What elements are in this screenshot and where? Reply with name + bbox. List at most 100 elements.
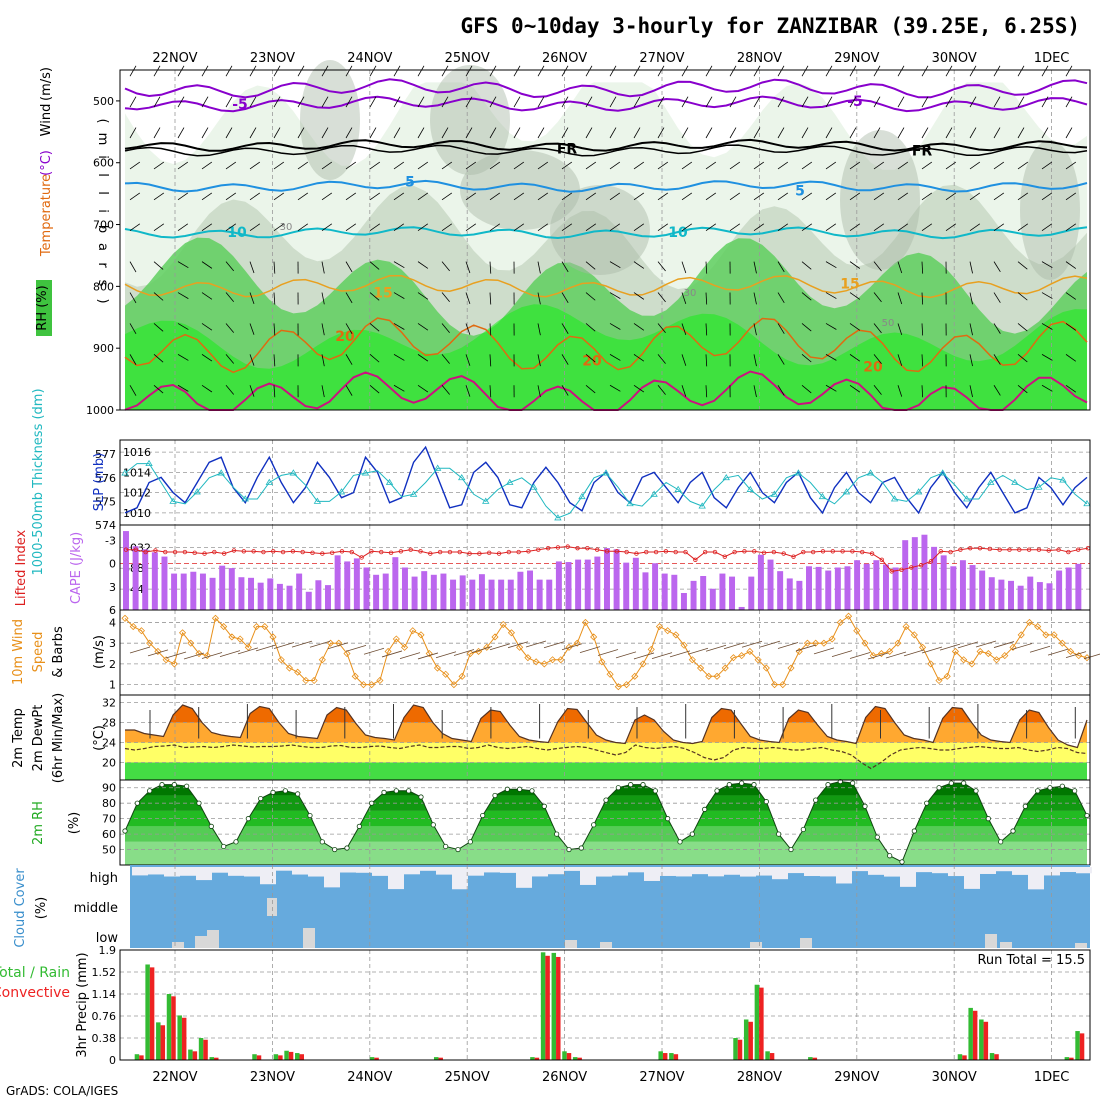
rh-tick-label: 50 bbox=[102, 844, 116, 857]
wind-speed-point bbox=[614, 683, 622, 691]
cloud-high-gap bbox=[1060, 867, 1076, 873]
wind-barb bbox=[1065, 96, 1073, 108]
wind-barb bbox=[249, 127, 257, 139]
wind-barb bbox=[321, 292, 325, 305]
wind-barb bbox=[873, 127, 881, 139]
rh-point bbox=[702, 806, 708, 812]
wind-speed-point bbox=[803, 639, 812, 647]
rh-contour-label: 30 bbox=[684, 288, 697, 299]
date-label-top: 22NOV bbox=[152, 51, 197, 66]
wind-barb bbox=[897, 127, 905, 139]
rh-point bbox=[134, 800, 140, 806]
cloud-high-gap bbox=[548, 867, 564, 875]
wind-barb bbox=[945, 65, 953, 77]
lifted-index-point bbox=[1017, 547, 1022, 552]
wind-speed-point bbox=[1058, 639, 1066, 647]
wind-barb bbox=[249, 161, 261, 170]
cape-bar bbox=[123, 531, 129, 610]
cape-bar bbox=[363, 567, 370, 610]
precip-total-bar bbox=[733, 1038, 738, 1060]
temp-band-fill bbox=[125, 742, 1087, 763]
precip-total-bar bbox=[658, 1051, 663, 1060]
wind-barb bbox=[921, 65, 929, 77]
wind-barb bbox=[921, 161, 933, 170]
thickness-tick-label: 576 bbox=[95, 472, 116, 485]
wind-barb bbox=[537, 65, 545, 77]
cloud-high-gap bbox=[196, 867, 212, 881]
thickness-point bbox=[963, 495, 971, 502]
rh-point bbox=[258, 795, 264, 802]
cape-bar bbox=[248, 577, 255, 610]
precip-panel-frame bbox=[119, 949, 1091, 1061]
wind-barb bbox=[465, 385, 471, 397]
wind-barb bbox=[489, 96, 497, 108]
wind-barb-10m bbox=[345, 644, 367, 652]
cloud-low-bar bbox=[303, 928, 315, 948]
lifted-index-point bbox=[221, 551, 227, 556]
precip-convective-bar bbox=[171, 996, 176, 1060]
wind-barb bbox=[321, 261, 325, 274]
wind-speed-point bbox=[1025, 618, 1034, 627]
rh-point bbox=[813, 797, 819, 803]
y-axis-label-char: ( bbox=[95, 118, 110, 123]
wind-barb bbox=[705, 385, 708, 398]
cape-bar bbox=[296, 573, 303, 610]
rh-point bbox=[850, 780, 856, 786]
wind-barb bbox=[1041, 96, 1049, 108]
legend-wind: Wind bbox=[39, 104, 54, 137]
wind-barb bbox=[489, 161, 501, 170]
cape-bar bbox=[1008, 580, 1015, 610]
rh-point bbox=[406, 788, 412, 794]
cloud-low-bar bbox=[800, 938, 812, 948]
wind-barb bbox=[561, 261, 569, 273]
wind-barb-10m bbox=[687, 647, 709, 655]
wind-barb bbox=[873, 323, 882, 334]
wind-barb bbox=[969, 292, 973, 305]
wind-barb bbox=[369, 96, 377, 108]
wind-speed-point bbox=[573, 639, 581, 647]
wind-barb bbox=[297, 223, 309, 232]
wind-barb bbox=[801, 161, 813, 170]
cloud-high-gap bbox=[820, 867, 836, 877]
wind-barb bbox=[297, 96, 305, 108]
lifted-index-point bbox=[555, 545, 561, 550]
wind-speed-point bbox=[754, 656, 762, 664]
wind-speed-point bbox=[252, 623, 261, 631]
cloud-level-label: low bbox=[96, 931, 119, 946]
wind-barb bbox=[873, 385, 882, 395]
wind-barb bbox=[729, 161, 741, 170]
rh-contour-label: 30 bbox=[280, 222, 293, 233]
wind-barb bbox=[201, 261, 213, 269]
wind-barb bbox=[441, 292, 450, 303]
precip-convective-bar bbox=[748, 1021, 753, 1060]
wind-barb bbox=[177, 65, 185, 77]
wind-speed-point bbox=[1017, 631, 1025, 639]
thickness-axis-label: 1000-500mb Thickness (dm) bbox=[31, 388, 46, 575]
wind-barb bbox=[393, 261, 405, 269]
date-label-top: 1DEC bbox=[1034, 51, 1070, 66]
thickness-point bbox=[145, 459, 153, 467]
lifted-index-point bbox=[133, 547, 139, 552]
wind-tick-label: 3 bbox=[109, 637, 116, 650]
wind-barb-10m bbox=[741, 640, 763, 648]
cape-bar bbox=[738, 606, 745, 610]
wind-barb-10m bbox=[201, 652, 223, 659]
lifted-index-point bbox=[172, 549, 178, 555]
temp-tick-label: 28 bbox=[102, 717, 116, 730]
wind-speed-point bbox=[1050, 631, 1058, 639]
rh-point bbox=[788, 846, 794, 853]
wind-speed-point bbox=[1009, 643, 1017, 651]
rh-point bbox=[221, 843, 227, 850]
wind-barb-10m bbox=[129, 646, 151, 654]
precip-total-bar bbox=[1064, 1057, 1070, 1060]
wind-speed-point bbox=[491, 633, 499, 641]
date-label-top: 23NOV bbox=[250, 51, 295, 66]
precip-total-bar bbox=[979, 1019, 984, 1060]
wind-speed-point bbox=[688, 656, 696, 664]
lifted-index-point bbox=[359, 555, 364, 560]
rh-shading bbox=[460, 150, 580, 230]
wind-barb bbox=[921, 127, 929, 139]
precip-convective-bar bbox=[962, 1055, 967, 1060]
wind-speed-point bbox=[540, 660, 548, 668]
rh-point bbox=[936, 785, 942, 791]
